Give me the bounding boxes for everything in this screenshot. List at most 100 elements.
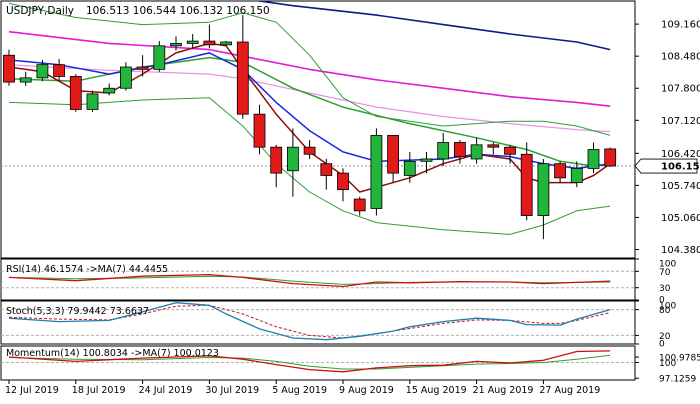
candle[interactable] — [153, 41, 166, 72]
candle-body — [3, 54, 15, 83]
candle-body — [587, 149, 600, 169]
candle-body — [403, 160, 416, 176]
mom-panel-frame — [0, 345, 636, 381]
candle[interactable] — [504, 144, 516, 164]
candle[interactable] — [520, 142, 533, 221]
ohlc-readout: 106.513 106.544 106.132 106.150 — [86, 5, 270, 17]
candle-body — [236, 41, 249, 115]
candle[interactable] — [337, 168, 349, 202]
time-tick-label: 12 Jul 2019 — [5, 385, 59, 396]
candle-body — [36, 64, 49, 79]
time-tick-label: 24 Jul 2019 — [139, 385, 193, 396]
candle-body — [437, 142, 450, 160]
candle[interactable] — [403, 151, 416, 183]
candle-body — [120, 66, 132, 89]
candle[interactable] — [203, 24, 216, 49]
candle[interactable] — [53, 59, 65, 82]
time-tick-label: 30 Jul 2019 — [205, 385, 259, 396]
candle-body — [453, 142, 466, 158]
candle[interactable] — [170, 36, 182, 51]
candle[interactable] — [554, 161, 566, 183]
main-panel-frame — [0, 0, 636, 259]
candle[interactable] — [320, 158, 333, 190]
momentum-tick-label: 97.1259 — [659, 375, 696, 385]
last-price-tag — [634, 158, 698, 174]
candle-body — [303, 146, 316, 155]
price-tick-label: 107.800 — [661, 84, 700, 95]
candle-body — [520, 153, 533, 216]
candle[interactable] — [353, 196, 366, 216]
overlay-line-6 — [8, 2, 611, 136]
candle[interactable] — [487, 142, 500, 155]
candle[interactable] — [453, 140, 466, 164]
candle[interactable] — [19, 71, 32, 86]
candle[interactable] — [470, 137, 483, 164]
candle-body — [103, 87, 116, 94]
momentum-label: Momentum(14) 100.8034 ->MA(7) 100.0123 — [6, 348, 219, 359]
price-tick-label: 105.060 — [661, 213, 700, 224]
candle[interactable] — [604, 147, 617, 167]
candle-body — [387, 134, 400, 174]
candle-body — [320, 163, 333, 176]
overlay-line-0 — [254, 1, 611, 51]
candle[interactable] — [220, 41, 233, 46]
candle[interactable] — [3, 49, 15, 86]
candle-body — [487, 144, 500, 148]
rsi-tick-label: 70 — [659, 268, 671, 278]
chart-title: USDJPY,Daily — [6, 5, 74, 17]
candle-body — [370, 134, 383, 209]
candle[interactable] — [270, 144, 283, 188]
candle-body — [353, 198, 366, 212]
candle[interactable] — [186, 34, 199, 49]
time-tick-label: 18 Jul 2019 — [72, 385, 126, 396]
candle[interactable] — [136, 55, 149, 77]
rsi-panel-frame — [0, 258, 636, 301]
candle-body — [19, 77, 32, 83]
candle[interactable] — [587, 142, 600, 174]
price-tick-label: 105.740 — [661, 181, 700, 192]
time-tick-label: 5 Aug 2019 — [272, 385, 327, 396]
candle[interactable] — [387, 134, 400, 183]
candle-body — [136, 66, 149, 70]
rsi-tick-label: 0 — [659, 296, 665, 306]
price-tick-label: 107.120 — [661, 116, 700, 127]
candle[interactable] — [103, 83, 116, 96]
time-tick-label: 21 Aug 2019 — [473, 385, 534, 396]
candle[interactable] — [537, 158, 550, 240]
overlay-line-7 — [8, 97, 611, 235]
stoch-tick-label: 80 — [659, 306, 671, 316]
time-tick-label: 27 Aug 2019 — [539, 385, 600, 396]
candle[interactable] — [236, 15, 249, 119]
momentum-tick-label: 100 — [659, 359, 676, 369]
candle[interactable] — [253, 104, 266, 155]
candle-body — [504, 146, 516, 155]
candle[interactable] — [437, 133, 450, 167]
rsi-tick-label: 100 — [659, 260, 676, 270]
candle[interactable] — [286, 128, 299, 197]
price-tick-label: 106.420 — [661, 149, 700, 160]
candle[interactable] — [86, 90, 99, 112]
candle-body — [337, 172, 349, 191]
candle-body — [253, 113, 266, 148]
candle[interactable] — [303, 140, 316, 159]
candle-body — [604, 148, 617, 167]
candle[interactable] — [420, 151, 433, 174]
price-tick-label: 108.480 — [661, 52, 700, 63]
rsi-label: RSI(14) 46.1574 ->MA(7) 44.4455 — [6, 264, 168, 275]
momentum-main-line — [8, 350, 611, 373]
candle-body — [554, 163, 566, 179]
candle[interactable] — [36, 59, 49, 82]
candle-body — [53, 64, 65, 77]
candle-body — [286, 146, 299, 172]
candle-body — [153, 45, 166, 70]
candle-body — [537, 163, 550, 216]
time-tick-label: 15 Aug 2019 — [406, 385, 467, 396]
candle[interactable] — [69, 74, 82, 112]
candle[interactable] — [570, 161, 583, 188]
momentum-secondary-line — [8, 354, 611, 370]
candle[interactable] — [370, 128, 383, 216]
stoch-label: Stoch(5,3,3) 79.9442 73.6637 — [6, 306, 149, 317]
candle[interactable] — [120, 62, 132, 91]
